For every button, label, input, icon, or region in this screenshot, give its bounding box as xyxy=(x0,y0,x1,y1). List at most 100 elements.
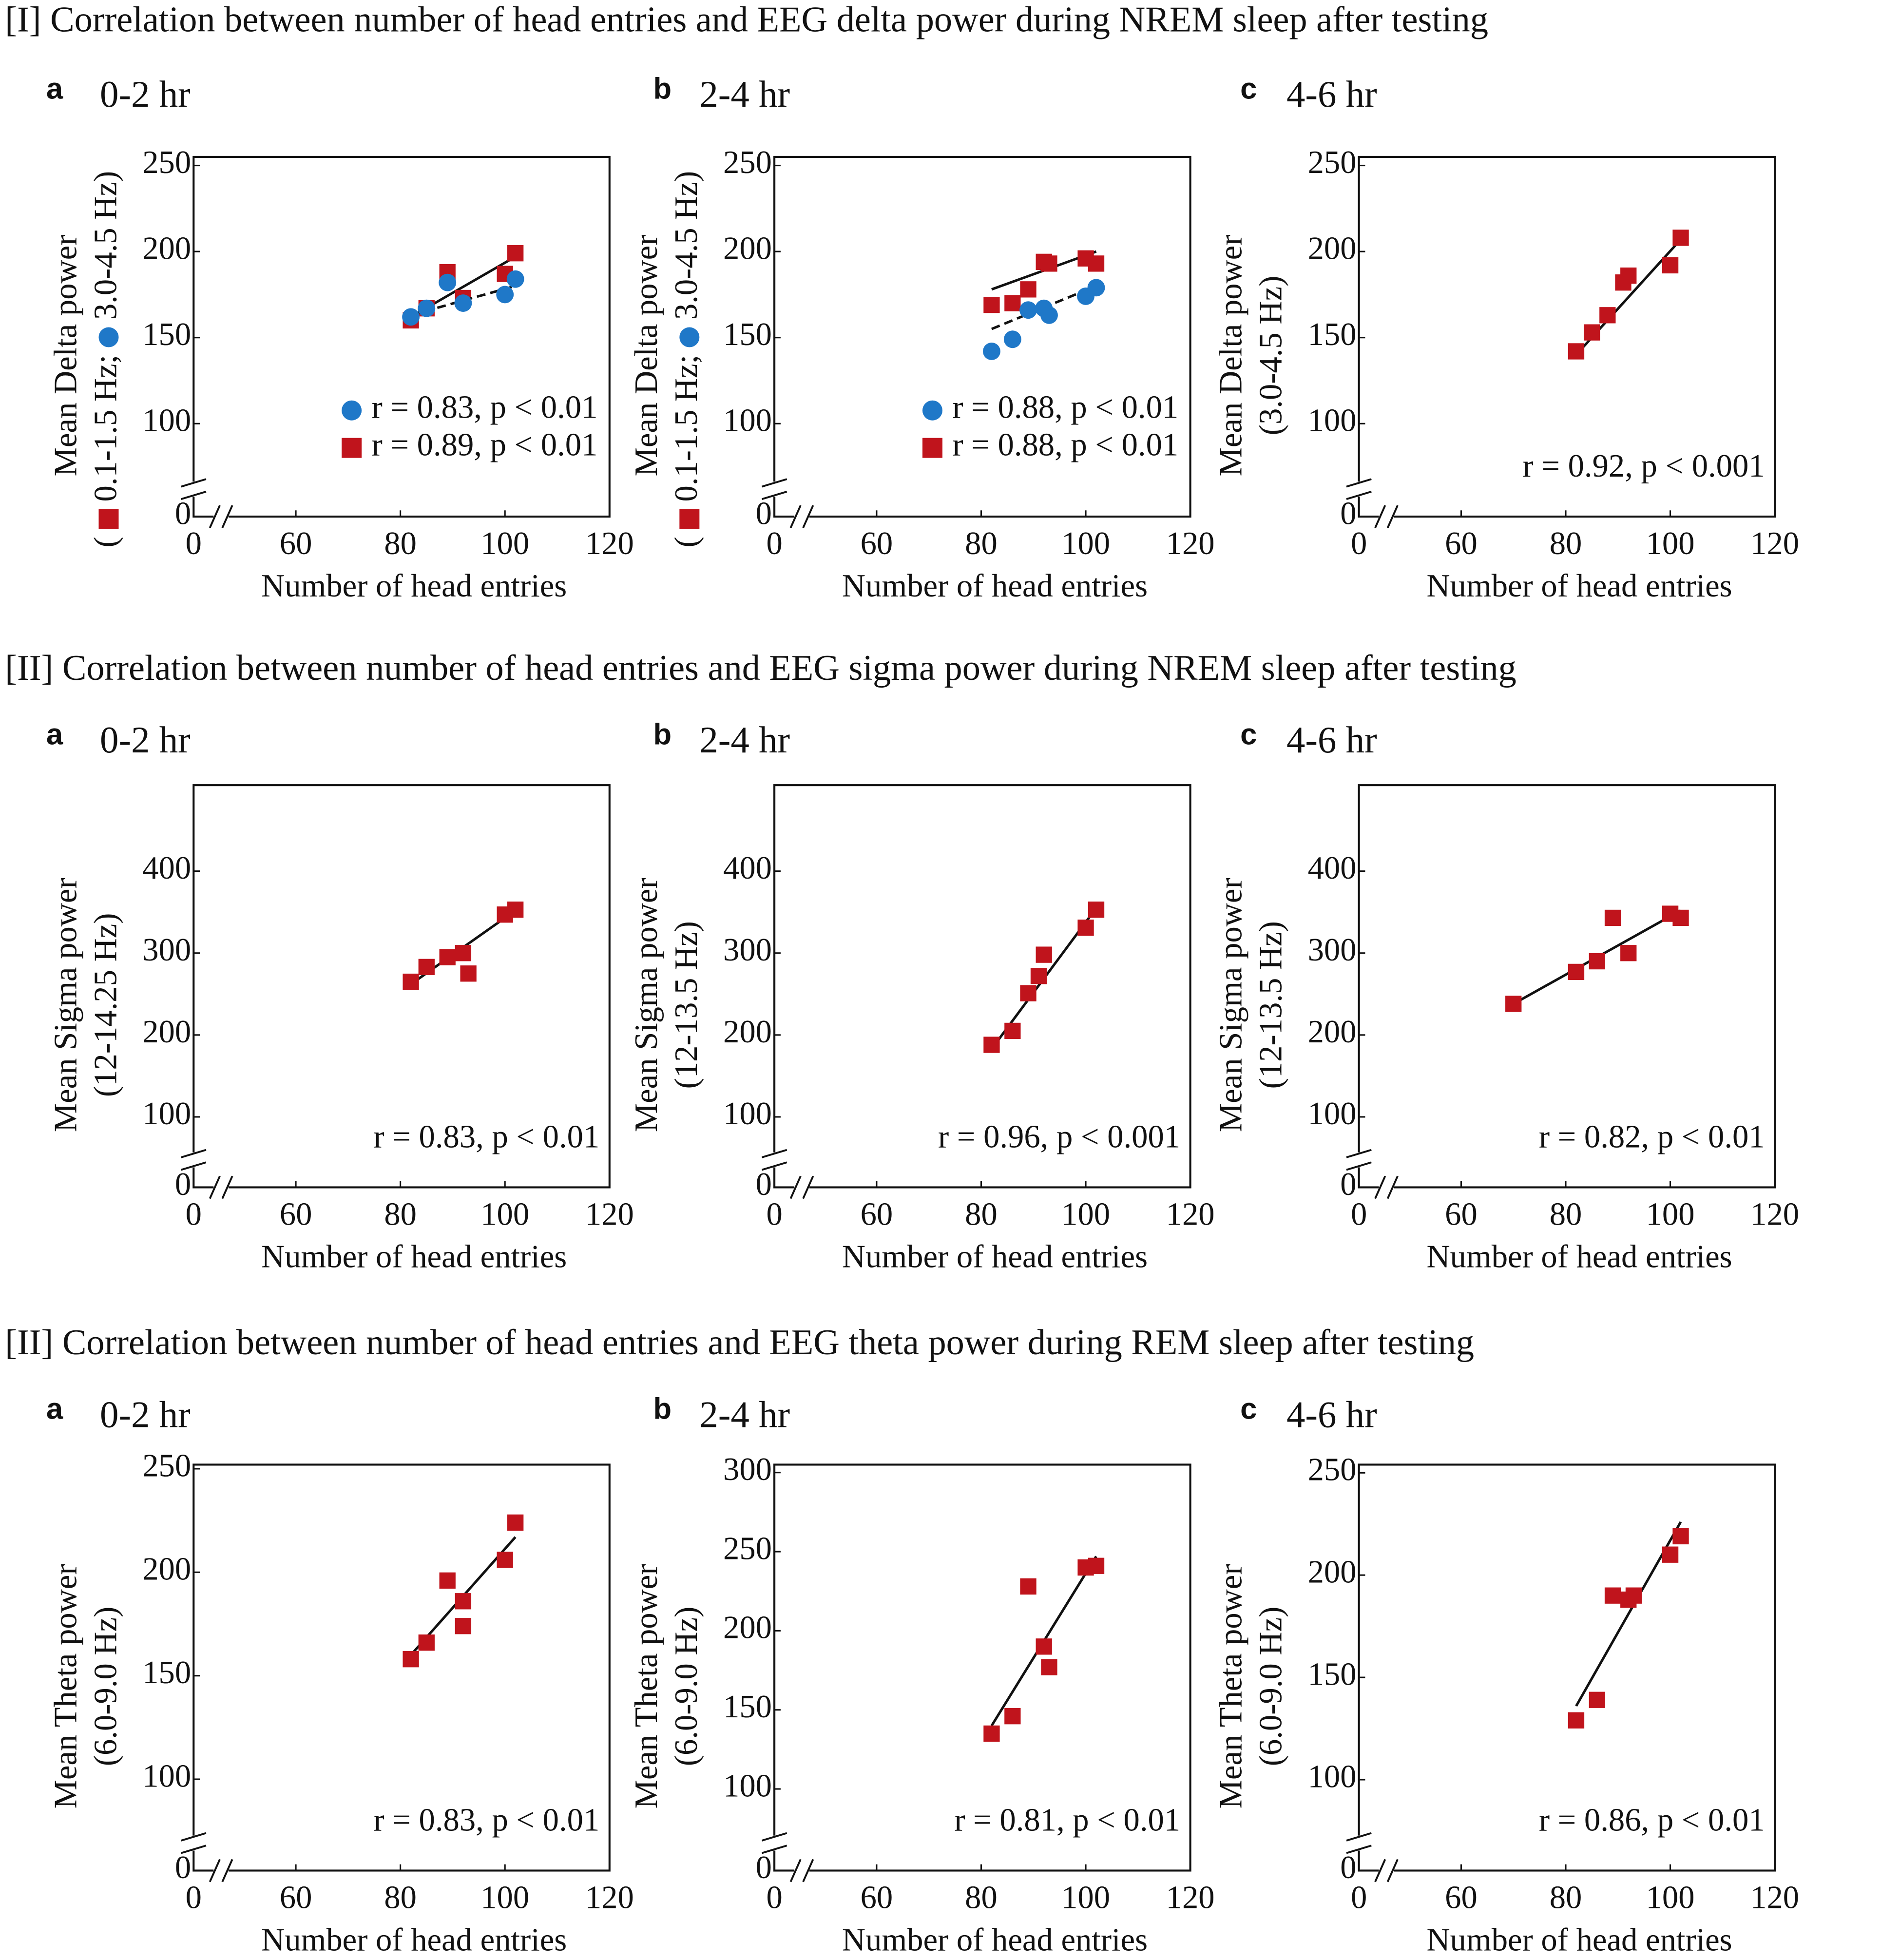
y-tick-label: 400 xyxy=(142,850,191,886)
y-axis-label-part: ( xyxy=(669,537,704,547)
legend-marker xyxy=(342,438,362,458)
panel-letter: a xyxy=(46,717,63,751)
y-axis-label-line: Mean Sigma power xyxy=(629,878,664,1132)
axis-break-mark xyxy=(1386,505,1399,528)
y-tick-label: 100 xyxy=(1308,403,1357,439)
x-tick-label: 100 xyxy=(1646,526,1695,561)
axis-break-mark xyxy=(1346,478,1372,488)
y-axis-label: Mean Sigma power xyxy=(48,878,83,1132)
x-tick-label: 80 xyxy=(384,1880,417,1915)
axis-break-mark xyxy=(789,1175,802,1199)
y-axis-label: Mean Delta power xyxy=(1213,235,1249,477)
annotation: r = 0.89, p < 0.01 xyxy=(372,427,598,462)
panel-title: 0-2 hr xyxy=(100,1393,191,1435)
axis-break xyxy=(769,1835,780,1851)
legend-marker xyxy=(922,438,942,458)
axis-break xyxy=(189,481,199,497)
marker xyxy=(1672,230,1689,246)
marker xyxy=(1672,909,1689,926)
panel-title: 4-6 hr xyxy=(1286,719,1377,761)
y-axis-label: (0.1-1.5 Hz; 3.0-4.5 Hz) xyxy=(669,171,704,548)
marker xyxy=(1620,945,1637,961)
marker xyxy=(1020,1578,1036,1595)
axis-break xyxy=(213,511,229,522)
axis-break-mark xyxy=(1346,1845,1372,1854)
axis-break-mark xyxy=(802,505,814,528)
marker xyxy=(1620,267,1637,284)
axis-break-mark xyxy=(1346,490,1372,500)
y-axis-label-line: (12-13.5 Hz) xyxy=(1253,921,1289,1089)
plot-frame xyxy=(773,784,1191,1189)
y-axis-label: Mean Delta power xyxy=(629,235,664,477)
y-axis-label: Mean Theta power xyxy=(629,1564,664,1808)
x-tick-label: 80 xyxy=(965,1196,998,1232)
y-tick-label: 100 xyxy=(142,1758,191,1794)
marker xyxy=(506,270,524,288)
y-tick-label: 150 xyxy=(723,1689,772,1725)
x-axis-label: Number of head entries xyxy=(1426,1239,1732,1274)
plot-frame xyxy=(773,1463,1191,1872)
plot-frame xyxy=(192,784,611,1189)
x-tick-label: 100 xyxy=(1061,1880,1110,1915)
x-tick-label: 120 xyxy=(585,1880,634,1915)
x-tick-label: 80 xyxy=(384,1196,417,1232)
y-tick-label: 200 xyxy=(723,1610,772,1646)
marker xyxy=(1568,963,1585,980)
y-tick-label: 0 xyxy=(1340,1167,1356,1202)
panel-title: 2-4 hr xyxy=(699,73,790,115)
axis-break xyxy=(794,1865,809,1876)
marker xyxy=(507,901,524,918)
y-tick-label: 0 xyxy=(756,1850,772,1885)
section-heading: [I] Correlation between number of head e… xyxy=(5,0,1488,40)
x-tick-label: 80 xyxy=(965,1880,998,1915)
y-tick-label: 200 xyxy=(142,231,191,266)
y-tick-label: 250 xyxy=(723,145,772,180)
x-tick-label: 120 xyxy=(1750,1196,1799,1232)
plot-frame xyxy=(192,155,611,518)
x-tick-label: 60 xyxy=(1445,526,1478,561)
marker xyxy=(1088,901,1105,918)
x-tick-label: 0 xyxy=(186,526,202,561)
x-tick-label: 80 xyxy=(1550,1196,1582,1232)
plot-frame xyxy=(1358,784,1776,1189)
axis-break-mark xyxy=(1386,1859,1399,1883)
y-tick-label: 100 xyxy=(723,1768,772,1804)
y-axis-label-line: (6.0-9.0 Hz) xyxy=(88,1607,123,1766)
x-tick-label: 0 xyxy=(766,1880,782,1915)
y-tick-label: 100 xyxy=(142,403,191,439)
annotation: r = 0.83, p < 0.01 xyxy=(372,390,598,425)
annotation: r = 0.96, p < 0.001 xyxy=(938,1119,1180,1154)
marker xyxy=(1088,255,1105,272)
x-tick-label: 120 xyxy=(1750,1880,1799,1915)
axis-break xyxy=(1379,1182,1394,1192)
y-axis-label: (6.0-9.0 Hz) xyxy=(88,1607,123,1766)
y-tick-label: 200 xyxy=(723,231,772,266)
x-tick-label: 80 xyxy=(965,526,998,561)
x-tick-label: 60 xyxy=(280,1880,312,1915)
y-axis-label-part: 3.0-4.5 Hz) xyxy=(669,171,704,320)
axis-break-mark xyxy=(761,478,787,488)
marker xyxy=(1604,909,1621,926)
axis-break xyxy=(213,1182,229,1192)
marker xyxy=(1004,1022,1021,1039)
x-tick-label: 60 xyxy=(861,1196,893,1232)
x-axis-label: Number of head entries xyxy=(261,568,567,604)
x-tick-label: 100 xyxy=(1061,1196,1110,1232)
x-tick-label: 100 xyxy=(480,526,529,561)
y-tick-label: 100 xyxy=(1308,1096,1357,1132)
marker xyxy=(1004,1708,1021,1725)
panel-title: 2-4 hr xyxy=(699,719,790,761)
axis-break-mark xyxy=(209,1859,221,1883)
y-axis-label-line: Mean Theta power xyxy=(48,1564,83,1808)
x-tick-label: 0 xyxy=(1351,1196,1367,1232)
y-tick-label: 150 xyxy=(723,317,772,352)
axis-break-mark xyxy=(209,505,221,528)
y-tick-label: 150 xyxy=(142,1655,191,1691)
marker xyxy=(507,245,524,262)
marker xyxy=(418,299,436,317)
annotation: r = 0.88, p < 0.01 xyxy=(952,427,1178,462)
x-tick-label: 120 xyxy=(585,1196,634,1232)
marker xyxy=(1020,985,1036,1001)
y-tick-label: 150 xyxy=(1308,1656,1357,1692)
